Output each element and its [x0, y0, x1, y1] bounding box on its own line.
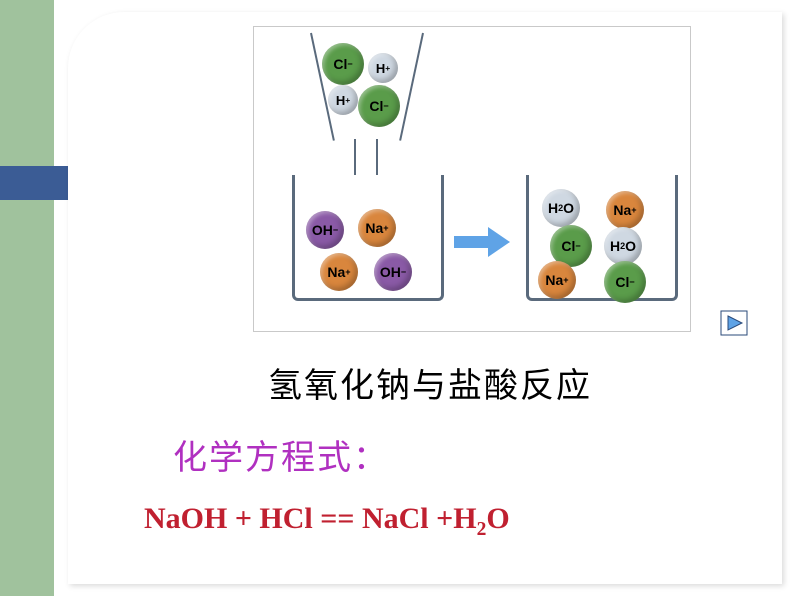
funnel-stem	[354, 139, 356, 175]
equation-label: 化学方程式：	[173, 430, 389, 479]
ion-h: H+	[328, 85, 358, 115]
ion-cl: Cl−	[358, 85, 400, 127]
ion-h2o: H2O	[604, 227, 642, 265]
ion-oh: OH−	[374, 253, 412, 291]
ion-na: Na+	[358, 209, 396, 247]
arrow-stem	[454, 236, 490, 248]
ion-h2o: H2O	[542, 189, 580, 227]
ion-na: Na+	[320, 253, 358, 291]
next-slide-button[interactable]	[720, 310, 748, 336]
content-card: Cl−H+H+Cl−OH−Na+Na+OH−H2ONa+Cl−H2ONa+Cl−…	[68, 12, 782, 584]
ion-na: Na+	[538, 261, 576, 299]
play-icon	[720, 310, 748, 336]
ion-oh: OH−	[306, 211, 344, 249]
reaction-arrow	[454, 227, 510, 257]
funnel-edge	[399, 33, 424, 141]
reaction-diagram: Cl−H+H+Cl−OH−Na+Na+OH−H2ONa+Cl−H2ONa+Cl−	[253, 26, 691, 332]
funnel-stem	[376, 139, 378, 175]
reaction-title: 氢氧化钠与盐酸反应	[268, 358, 592, 407]
ion-na: Na+	[606, 191, 644, 229]
ion-h: H+	[368, 53, 398, 83]
sidebar-accent	[0, 0, 54, 596]
chemical-equation: NaOH + HCl == NaCl +H2O	[144, 502, 510, 541]
ion-cl: Cl−	[322, 43, 364, 85]
ion-cl: Cl−	[604, 261, 646, 303]
arrow-head	[488, 227, 510, 257]
